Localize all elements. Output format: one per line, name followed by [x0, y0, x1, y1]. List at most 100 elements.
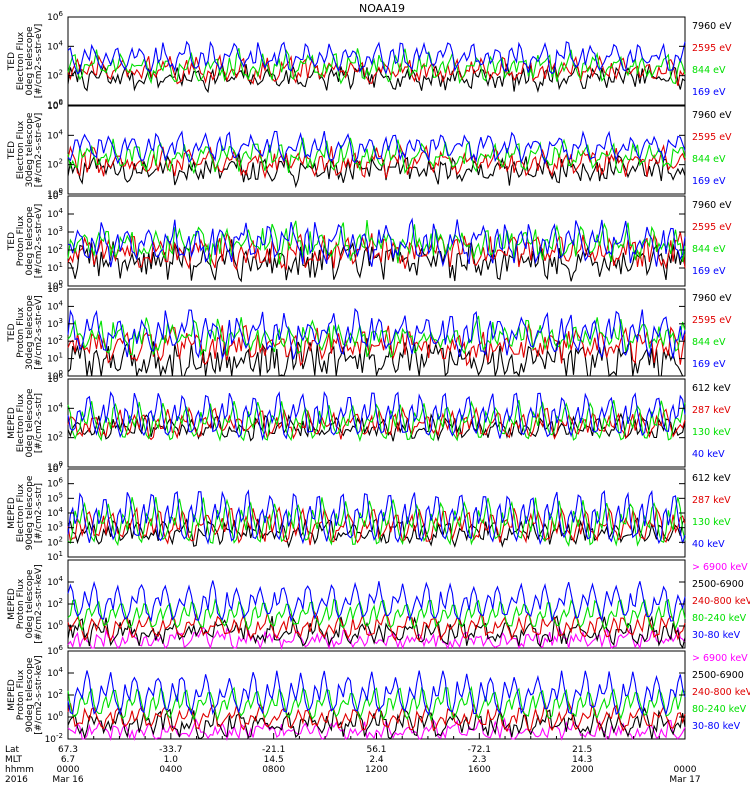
axis-title-line: 90deg telescope: [25, 657, 35, 732]
legend-label: 612 keV: [692, 473, 731, 484]
legend-label: 844 eV: [692, 337, 726, 348]
legend-label: 169 eV: [692, 359, 726, 370]
axis-title-line: TED: [7, 323, 17, 342]
series-line: [67, 489, 686, 546]
time-axis-hhmm: 0000: [674, 765, 697, 775]
series-line: [67, 390, 686, 441]
time-axis-lat: -72.1: [468, 745, 491, 755]
series-line: [67, 323, 686, 367]
axis-title-line: TED: [7, 52, 17, 71]
legend-label: 287 keV: [692, 495, 731, 506]
axis-title-line: Proton Flux: [16, 669, 26, 720]
time-axis-lat: 56.1: [366, 745, 386, 755]
series-line: [67, 399, 686, 443]
legend-label: 2500-6900: [692, 579, 744, 590]
series-line: [67, 239, 686, 283]
time-axis-lat: -33.7: [159, 745, 182, 755]
axis-title-line: Proton Flux: [16, 307, 26, 358]
legend-label: 844 eV: [692, 244, 726, 255]
plot-title: NOAA19: [359, 2, 405, 15]
time-axis-hhmm: 1600: [468, 765, 491, 775]
axis-title-line: 0deg telescope: [25, 388, 35, 458]
time-axis-mlt: 14.5: [264, 755, 284, 765]
legend-label: 2595 eV: [692, 222, 732, 233]
legend-label: 40 keV: [692, 449, 725, 460]
axis-title-line: [#/cm2-s-str-eV]: [34, 204, 44, 279]
axis-title-line: [#/cm2-s-str]: [34, 393, 44, 453]
legend-label: 240-800 keV: [692, 596, 750, 607]
time-axis-row-label: Lat: [5, 745, 20, 755]
axis-title-line: Electron Flux: [16, 120, 26, 179]
legend-label: 40 keV: [692, 539, 725, 550]
series-line: [67, 315, 686, 359]
series-line: [67, 700, 686, 733]
time-axis-lat: -21.1: [262, 745, 285, 755]
legend-label: 30-80 keV: [692, 630, 741, 641]
legend-label: 7960 eV: [692, 200, 732, 211]
axis-title-line: 30deg telescope: [25, 112, 35, 187]
panel-frame: [67, 195, 686, 287]
panel-frame: [67, 16, 686, 106]
series-line: [67, 231, 686, 271]
legend-label: 80-240 keV: [692, 704, 747, 715]
time-axis-mlt: 2.3: [472, 755, 486, 765]
series-line: [67, 40, 686, 75]
legend-label: 2595 eV: [692, 43, 732, 54]
axis-title-line: [#/cm2-s-str-eV]: [34, 295, 44, 370]
time-axis-lat: 67.3: [58, 745, 78, 755]
series-line: [67, 685, 686, 722]
axis-title-line: Proton Flux: [16, 215, 26, 266]
axis-title-line: [#/cm2-s-str-eV]: [34, 113, 44, 188]
legend-label: 169 eV: [692, 87, 726, 98]
time-axis-mlt: 14.3: [572, 755, 592, 765]
legend-label: 2500-6900: [692, 670, 744, 681]
time-axis-mlt: 2.4: [369, 755, 384, 765]
series-line: [67, 412, 686, 442]
legend-label: 844 eV: [692, 154, 726, 165]
time-axis-mlt: 6.7: [61, 755, 75, 765]
axis-title-line: [#/cm2-s-str-eV]: [34, 24, 44, 99]
legend-label: 7960 eV: [692, 21, 732, 32]
legend-label: 30-80 keV: [692, 721, 741, 732]
series-line: [67, 338, 685, 378]
legend-label: 2595 eV: [692, 315, 732, 326]
axis-title-line: Electron Flux: [16, 483, 26, 542]
axis-title-line: Electron Flux: [16, 31, 26, 90]
time-axis-row-label: hhmm: [5, 765, 34, 775]
series-line: [67, 307, 686, 361]
series-line: [67, 48, 686, 85]
axis-title-line: [#/cm2-s-str-keV]: [34, 655, 44, 734]
time-axis-date: Mar 17: [669, 775, 700, 785]
series-line: [67, 580, 686, 623]
axis-title-line: MEPED: [7, 407, 17, 439]
time-axis-hhmm: 0800: [262, 765, 285, 775]
time-axis-mlt: 1.0: [164, 755, 179, 765]
series-line: [67, 130, 686, 165]
legend-label: > 6900 keV: [692, 562, 748, 573]
series-line: [67, 53, 686, 86]
legend-label: 130 keV: [692, 517, 731, 528]
time-axis-lat: 21.5: [572, 745, 592, 755]
legend-label: 169 eV: [692, 176, 726, 187]
axis-title-line: [#/cm2-s-str-keV]: [34, 564, 44, 643]
axis-title-line: MEPED: [7, 679, 17, 711]
series-line: [67, 598, 686, 632]
legend-label: 7960 eV: [692, 110, 732, 121]
axis-title-line: MEPED: [7, 497, 17, 529]
series-line: [67, 506, 686, 546]
time-axis-hhmm: 0400: [159, 765, 182, 775]
axis-title-line: MEPED: [7, 588, 17, 620]
time-axis-hhmm: 1200: [365, 765, 388, 775]
axis-title-line: 0deg telescope: [25, 569, 35, 639]
axis-title-line: 0deg telescope: [25, 206, 35, 276]
axis-title-line: 90deg telescope: [25, 475, 35, 550]
